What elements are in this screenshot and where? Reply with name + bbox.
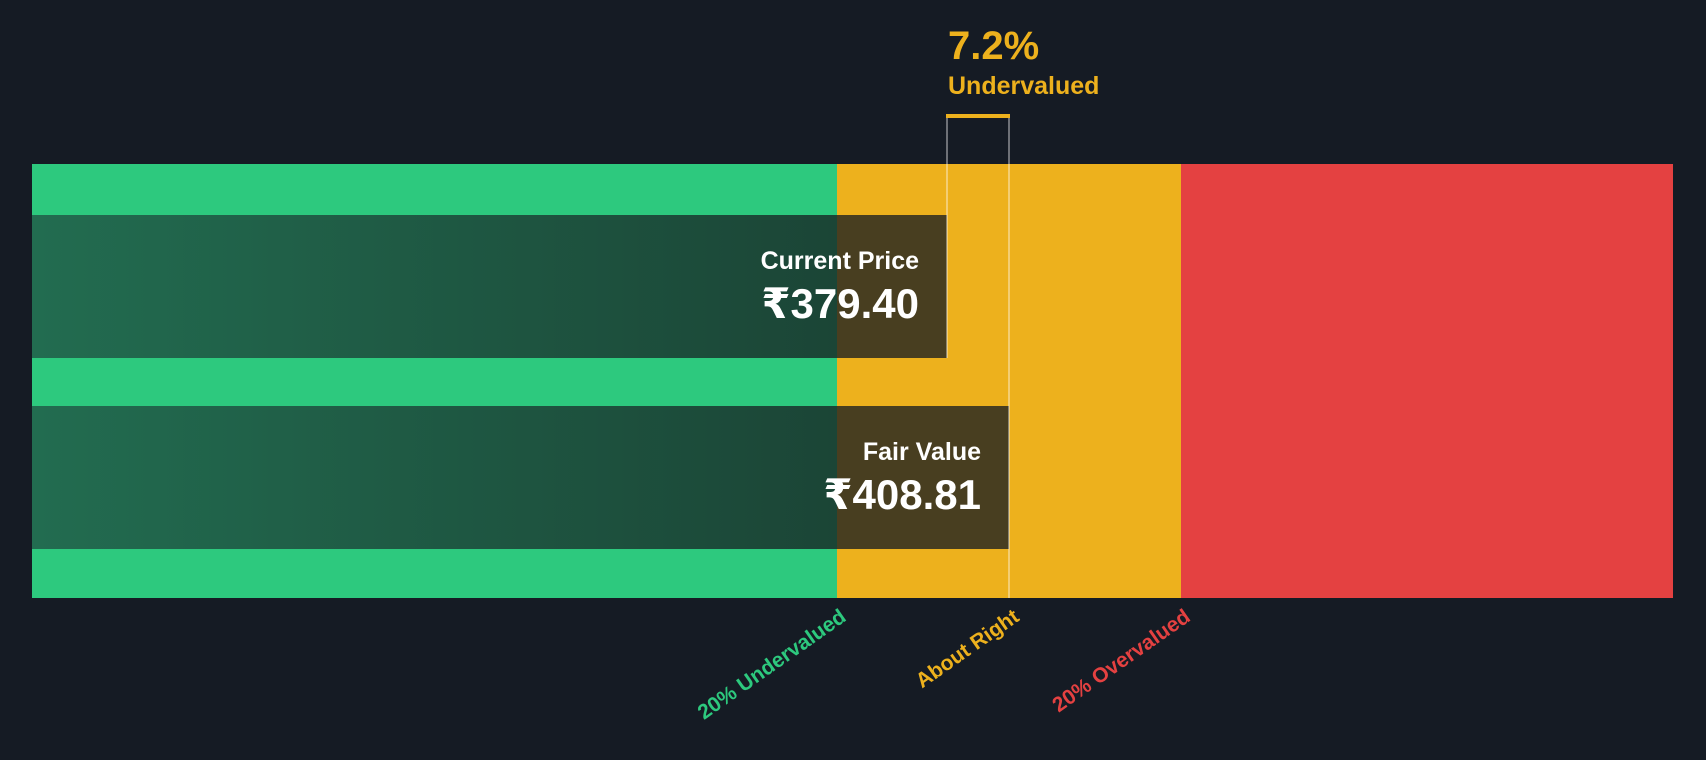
current-price-value: ₹379.40 xyxy=(761,279,919,327)
current-price-marker-line xyxy=(946,117,948,358)
valuation-status: Undervalued xyxy=(948,72,1100,100)
axis-label-about-right: About Right xyxy=(911,605,1024,693)
axis-label-undervalued: 20% Undervalued xyxy=(693,605,851,725)
current-price-label: Current Price xyxy=(760,246,919,275)
valuation-header: 7.2% Undervalued xyxy=(948,24,1099,101)
fair-value-marker-line xyxy=(1008,117,1010,598)
fair-value-value: ₹408.81 xyxy=(823,470,981,518)
axis-label-overvalued: 20% Overvalued xyxy=(1048,605,1195,717)
zone-overvalued-band xyxy=(1181,164,1673,598)
fair-value-bar: Fair Value ₹408.81 xyxy=(32,406,1009,549)
discount-bracket-line xyxy=(946,114,1010,118)
current-price-bar: Current Price ₹379.40 xyxy=(32,215,947,358)
fair-value-label: Fair Value xyxy=(862,437,981,466)
discount-percent: 7.2% xyxy=(948,24,1040,68)
